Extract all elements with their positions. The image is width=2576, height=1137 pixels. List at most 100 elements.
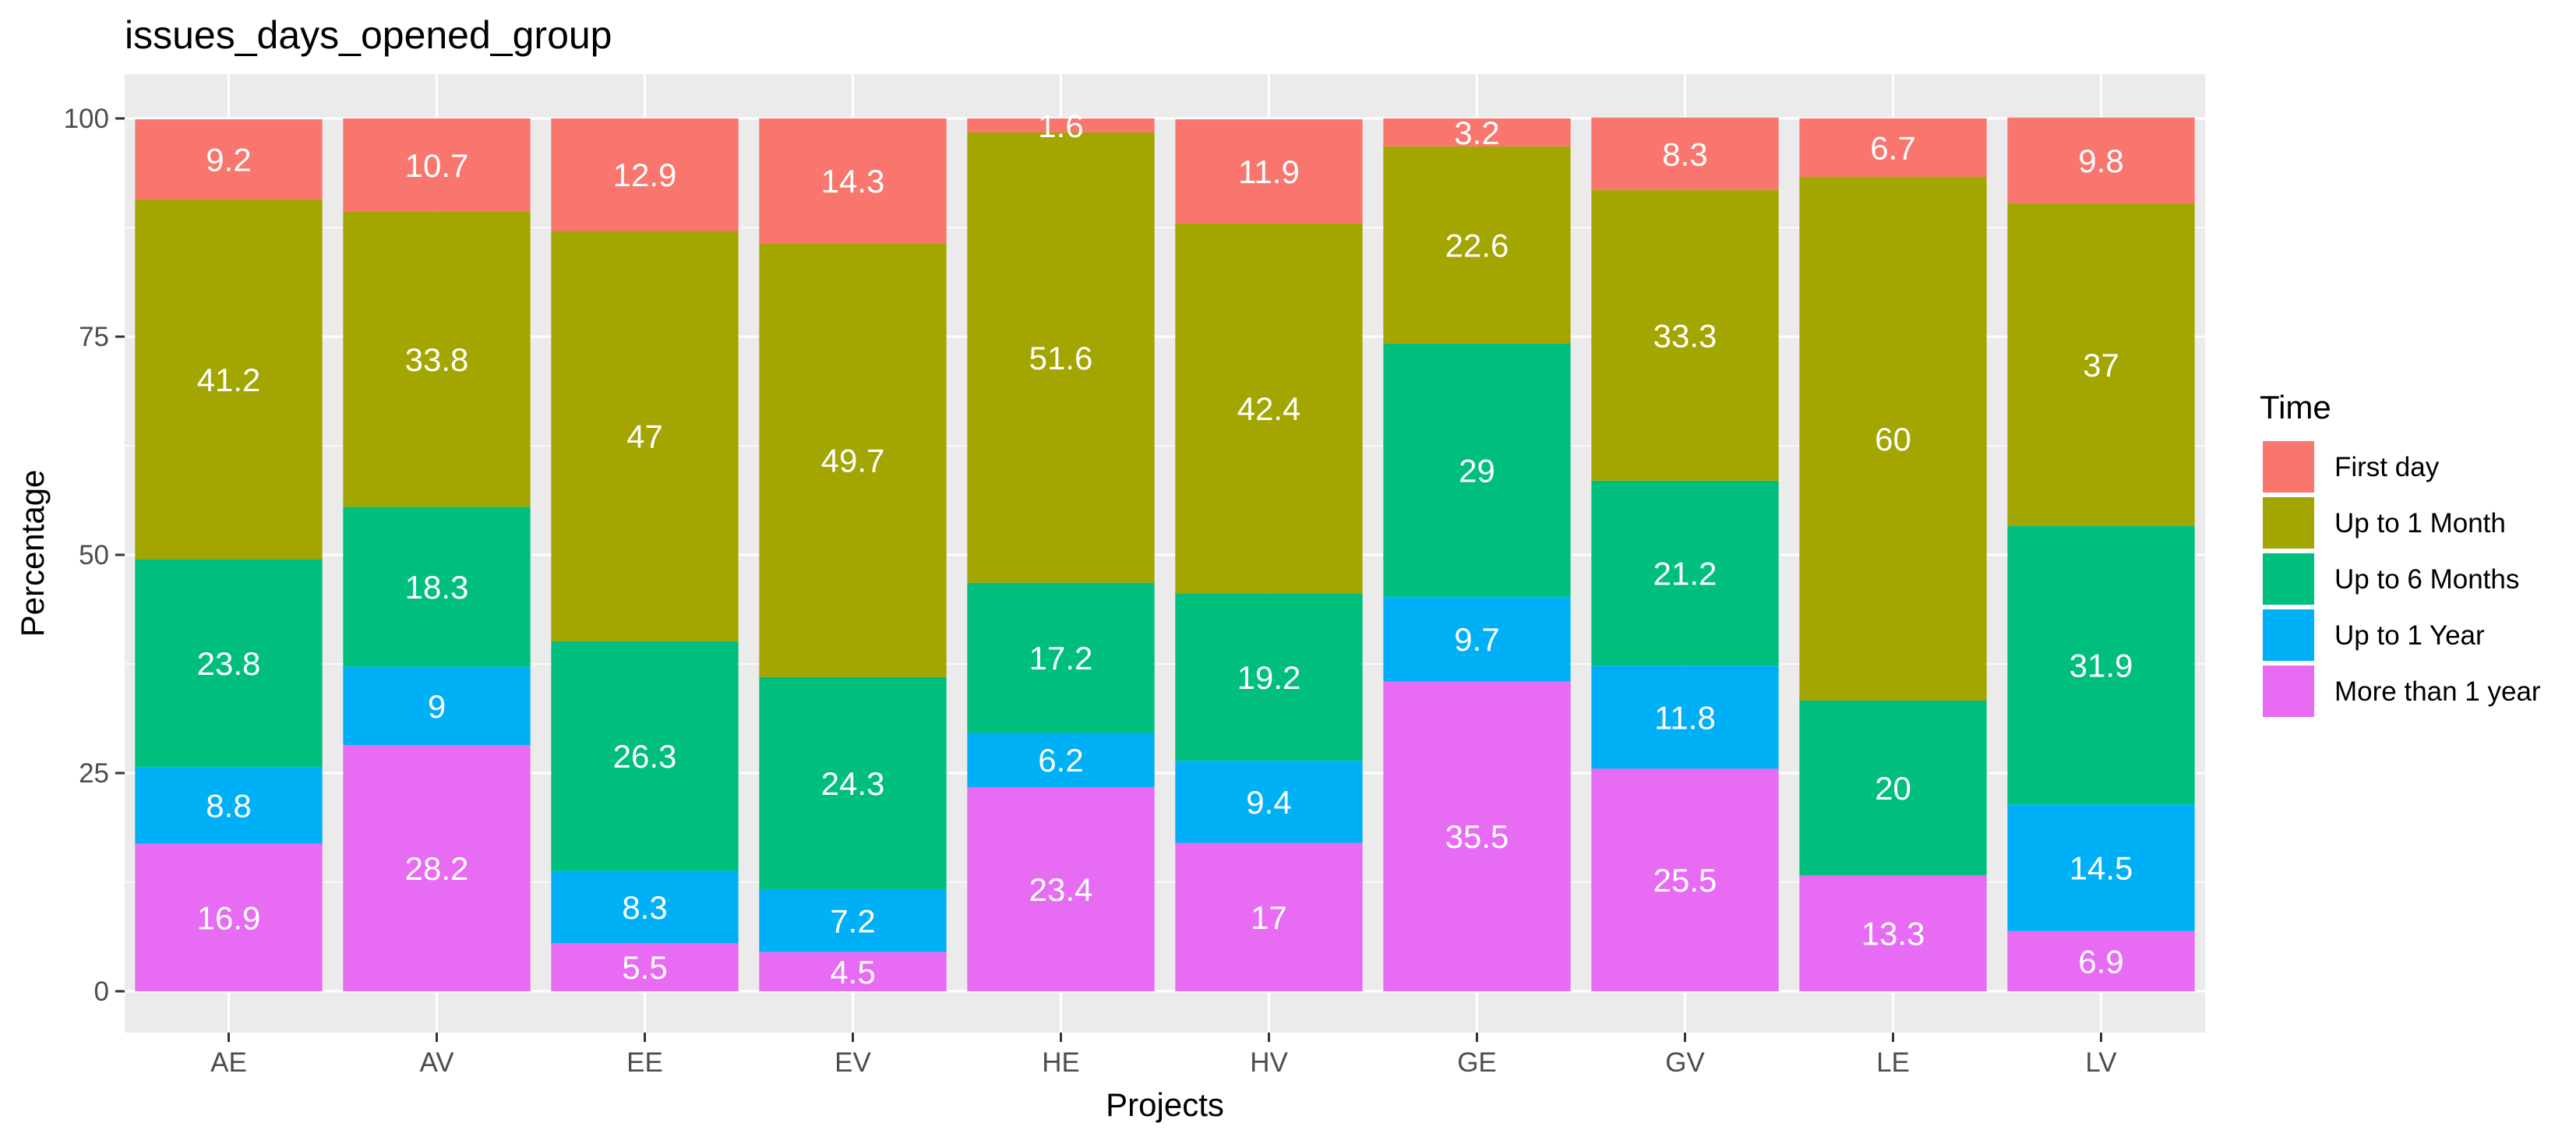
bar-segment	[759, 952, 947, 991]
bar-segment	[1591, 189, 1779, 481]
bar-segment	[967, 733, 1155, 787]
bar-segment	[1175, 119, 1363, 224]
bar-data-label: 9.2	[206, 142, 251, 178]
bar-segment	[759, 118, 947, 244]
bar-segment	[1175, 842, 1363, 991]
bar-segment	[967, 786, 1155, 991]
bar-segment	[343, 118, 531, 212]
x-tick-label: EV	[835, 1047, 871, 1078]
bar-data-label: 22.6	[1445, 227, 1509, 263]
legend-label: More than 1 year	[2334, 676, 2541, 707]
bar-segment	[2007, 526, 2195, 805]
bar-labels-group: 16.9 8.8 23.8 41.2 9.2 28.2 9 18.3 33.8 10.7 5.5 8.…	[197, 108, 2133, 990]
legend: Time First day Up to 1 Month Up to 6 Month…	[2260, 389, 2541, 717]
bar-data-label: 16.9	[197, 899, 261, 936]
legend-title: Time	[2260, 389, 2331, 425]
bar-data-label: 28.2	[405, 850, 469, 887]
bar-data-label: 12.9	[613, 157, 677, 193]
bar-segment	[343, 745, 531, 991]
bar-segment	[1175, 593, 1363, 761]
bar-data-label: 11.9	[1238, 154, 1300, 190]
x-tick-label: EE	[626, 1047, 663, 1078]
bar-data-label: 8.8	[206, 787, 251, 824]
bar-segment	[135, 119, 323, 200]
x-axis-title: Projects	[1106, 1086, 1224, 1123]
bar-data-label: 19.2	[1237, 659, 1301, 696]
x-tick-label: HV	[1250, 1047, 1288, 1078]
bar-data-label: 18.3	[405, 569, 469, 606]
bar-data-label: 24.3	[821, 765, 885, 802]
bar-segment	[1591, 117, 1779, 190]
legend-key	[2263, 553, 2314, 605]
bar-data-label: 4.5	[830, 954, 875, 990]
bar-data-label: 29	[1459, 452, 1495, 489]
x-tick-label: HE	[1042, 1047, 1080, 1078]
bar-data-label: 49.7	[821, 442, 885, 478]
bar-data-label: 17	[1251, 899, 1287, 936]
bar-segment	[1591, 768, 1779, 991]
bar-segment	[551, 641, 739, 871]
legend-key	[2263, 441, 2314, 493]
bar-data-label: 1.6	[1038, 108, 1083, 144]
bar-data-label: 35.5	[1445, 818, 1509, 855]
bar-segment	[343, 507, 531, 667]
legend-label: Up to 1 Month	[2334, 508, 2506, 538]
bar-segment	[1383, 343, 1571, 597]
y-tick-label: 75	[79, 322, 109, 352]
bar-data-label: 33.3	[1653, 317, 1717, 354]
y-axis: 0 25 50 75 100	[64, 104, 125, 1007]
bar-data-label: 11.8	[1654, 699, 1716, 736]
x-tick-label: AV	[419, 1047, 454, 1078]
x-axis: AE AV EE EV HE HV GE GV LE LV	[210, 1033, 2117, 1078]
x-tick-label: LV	[2085, 1047, 2117, 1078]
y-tick-label: 100	[64, 104, 109, 134]
bar-segment	[135, 843, 323, 991]
bar-data-label: 7.2	[830, 902, 875, 939]
bar-segment	[1383, 118, 1571, 147]
y-axis-title: Percentage	[14, 470, 51, 637]
x-tick-label: LE	[1876, 1047, 1910, 1078]
bar-segment	[135, 559, 323, 768]
bar-segment	[759, 243, 947, 677]
bar-segment	[1175, 223, 1363, 594]
bar-data-label: 33.8	[405, 341, 469, 378]
bars-group	[135, 117, 2195, 991]
bar-segment	[1383, 596, 1571, 682]
bar-data-label: 6.2	[1038, 742, 1083, 779]
bar-data-label: 17.2	[1029, 640, 1093, 676]
bar-data-label: 47	[626, 418, 663, 455]
legend-label: Up to 1 Year	[2334, 620, 2485, 651]
legend-key	[2263, 609, 2314, 661]
bar-data-label: 23.8	[197, 645, 261, 682]
bar-data-label: 13.3	[1861, 916, 1925, 952]
bar-data-label: 6.9	[2078, 943, 2123, 980]
bar-data-label: 23.4	[1029, 871, 1093, 908]
bar-segment	[1383, 681, 1571, 991]
bar-segment	[551, 870, 739, 944]
bar-segment	[1591, 480, 1779, 666]
bar-data-label: 10.7	[405, 147, 469, 184]
bar-data-label: 60	[1875, 421, 1911, 457]
legend-label: Up to 6 Months	[2334, 564, 2519, 595]
bar-segment	[2007, 930, 2195, 991]
bar-data-label: 6.7	[1870, 130, 1915, 167]
y-tick-label: 25	[79, 758, 109, 789]
bar-data-label: 21.2	[1653, 556, 1717, 592]
bar-data-label: 3.2	[1454, 115, 1499, 151]
bar-segment	[551, 231, 739, 641]
x-tick-label: AE	[210, 1047, 247, 1078]
bar-data-label: 9.4	[1246, 784, 1291, 821]
bar-segment	[1799, 118, 1987, 178]
bar-data-label: 14.3	[821, 163, 885, 200]
y-tick-label: 0	[94, 976, 109, 1007]
bar-segment	[551, 118, 739, 231]
bar-data-label: 5.5	[622, 949, 667, 986]
bar-data-label: 14.5	[2070, 850, 2133, 887]
bar-segment	[759, 676, 947, 889]
bar-segment	[967, 132, 1155, 583]
bar-segment	[2007, 117, 2195, 203]
bar-segment	[343, 666, 531, 746]
bar-data-label: 9.7	[1454, 621, 1499, 658]
bar-segment	[2007, 804, 2195, 931]
bar-segment	[967, 582, 1155, 733]
